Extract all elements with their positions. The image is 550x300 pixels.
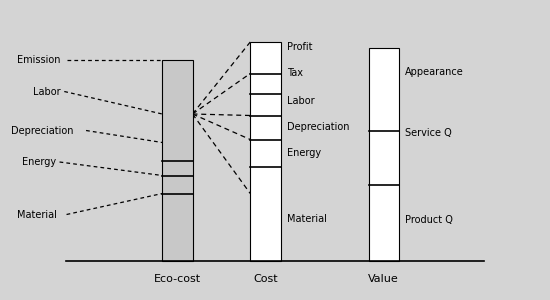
Text: Labor: Labor: [33, 86, 60, 97]
Text: Labor: Labor: [287, 95, 315, 106]
Text: Tax: Tax: [287, 68, 303, 79]
Text: Material: Material: [287, 214, 327, 224]
Text: Depreciation: Depreciation: [11, 125, 74, 136]
Text: Profit: Profit: [287, 41, 312, 52]
Bar: [250, 42, 280, 261]
Text: Eco-cost: Eco-cost: [154, 274, 201, 284]
Bar: [368, 48, 399, 261]
Text: Cost: Cost: [253, 274, 278, 284]
Text: Energy: Energy: [22, 157, 56, 167]
Text: Energy: Energy: [287, 148, 321, 158]
Text: Depreciation: Depreciation: [287, 122, 350, 133]
Bar: [162, 60, 192, 261]
Text: Service Q: Service Q: [405, 128, 452, 139]
Text: Material: Material: [16, 209, 56, 220]
Text: Product Q: Product Q: [405, 215, 453, 226]
Text: Appearance: Appearance: [405, 67, 464, 77]
Text: Emission: Emission: [16, 55, 60, 65]
Text: Value: Value: [368, 274, 399, 284]
